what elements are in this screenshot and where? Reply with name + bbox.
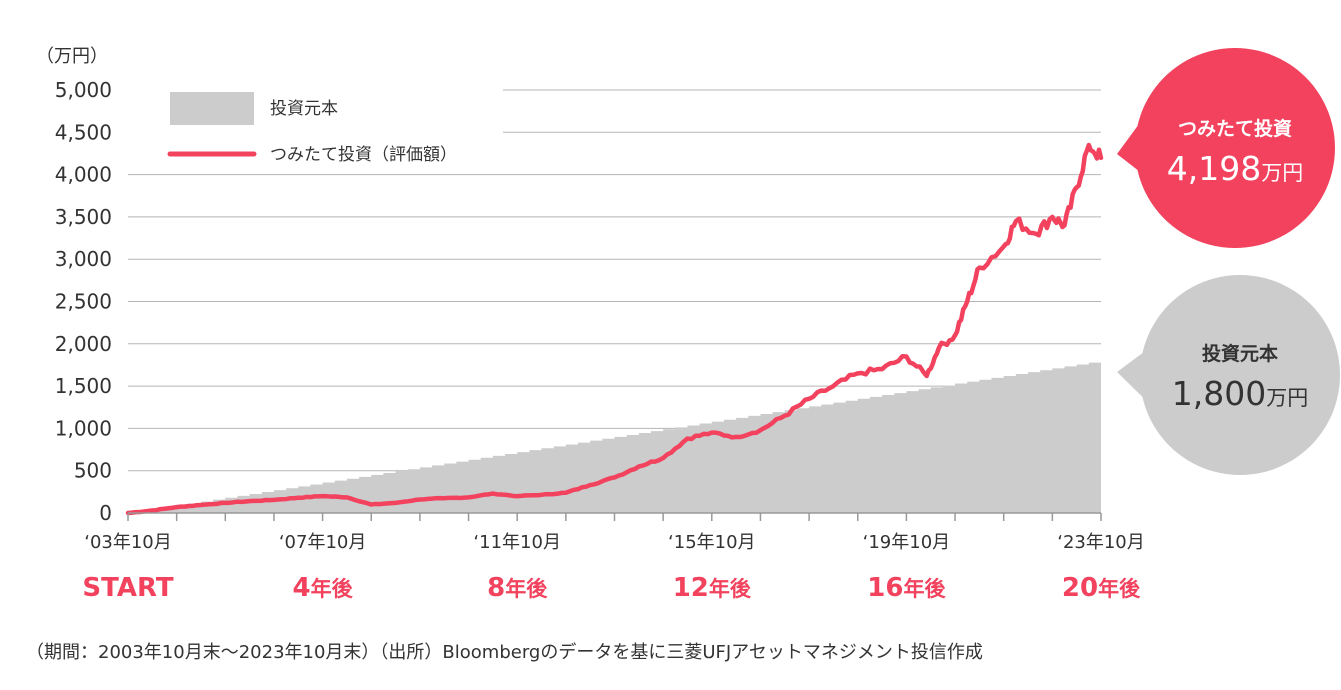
x-tick-label: ‘19年10月 bbox=[863, 532, 951, 553]
callout-principal-title: 投資元本 bbox=[1202, 342, 1278, 365]
principal-area bbox=[128, 360, 1101, 513]
legend-label-valuation: つみたて投資（評価額） bbox=[270, 145, 457, 165]
y-tick-label: 2,000 bbox=[55, 332, 112, 356]
legend: 投資元本 つみたて投資（評価額） bbox=[167, 92, 457, 165]
callout-valuation: つみたて投資 4,198万円 bbox=[1117, 48, 1335, 249]
legend-swatch-principal bbox=[170, 92, 254, 125]
milestone-label: START bbox=[82, 573, 173, 603]
callout-principal-value-line: 1,800万円 bbox=[1172, 374, 1308, 413]
x-axis-ticks: ‘03年10月 ‘07年10月 ‘11年10月 ‘15年10月 ‘19年10月 ‘23年1… bbox=[84, 513, 1145, 553]
y-tick-label: 3,500 bbox=[55, 205, 112, 229]
callout-valuation-value: 4,198 bbox=[1167, 149, 1261, 188]
y-tick-label: 2,500 bbox=[55, 290, 112, 314]
milestone-label: 16年後 bbox=[867, 573, 946, 603]
y-tick-label: 0 bbox=[99, 501, 112, 525]
x-tick-label: ‘03年10月 bbox=[84, 532, 172, 553]
milestone-label: 12年後 bbox=[673, 573, 752, 603]
x-tick-label: ‘07年10月 bbox=[279, 532, 367, 553]
y-tick-label: 4,500 bbox=[55, 120, 112, 144]
y-tick-label: 1,000 bbox=[55, 416, 112, 440]
callout-valuation-title: つみたて投資 bbox=[1178, 117, 1292, 140]
x-tick-label: ‘23年10月 bbox=[1057, 532, 1145, 553]
y-tick-label: 500 bbox=[74, 459, 112, 483]
callout-principal-unit: 万円 bbox=[1266, 386, 1308, 410]
x-tick-label: ‘15年10月 bbox=[668, 532, 756, 553]
callout-valuation-value-line: 4,198万円 bbox=[1167, 149, 1303, 188]
y-axis-ticks: 0 500 1,000 1,500 2,000 2,500 3,000 3,500 4,000 4… bbox=[55, 78, 112, 525]
callout-principal: 投資元本 1,800万円 bbox=[1117, 275, 1340, 475]
milestone-label: 4年後 bbox=[293, 573, 354, 603]
y-axis-unit-label: （万円） bbox=[36, 46, 108, 67]
y-tick-label: 3,000 bbox=[55, 247, 112, 271]
callout-principal-bubble bbox=[1117, 275, 1340, 475]
milestone-label: 8年後 bbox=[487, 573, 548, 603]
y-tick-label: 5,000 bbox=[55, 78, 112, 102]
x-tick-label: ‘11年10月 bbox=[473, 532, 561, 553]
callout-valuation-unit: 万円 bbox=[1261, 161, 1303, 185]
y-tick-label: 4,000 bbox=[55, 163, 112, 187]
callout-principal-value: 1,800 bbox=[1172, 374, 1266, 413]
grid-lines bbox=[128, 89, 1101, 472]
callout-valuation-bubble bbox=[1117, 48, 1335, 249]
milestone-labels: START 4年後 8年後 12年後 16年後 20年後 bbox=[82, 573, 1141, 603]
legend-label-principal: 投資元本 bbox=[270, 99, 338, 119]
source-footnote: （期間：2003年10月末〜2023年10月末）（出所）Bloombergのデー… bbox=[26, 642, 983, 663]
milestone-label: 20年後 bbox=[1062, 573, 1141, 603]
valuation-line bbox=[125, 142, 1104, 516]
y-tick-label: 1,500 bbox=[55, 374, 112, 398]
